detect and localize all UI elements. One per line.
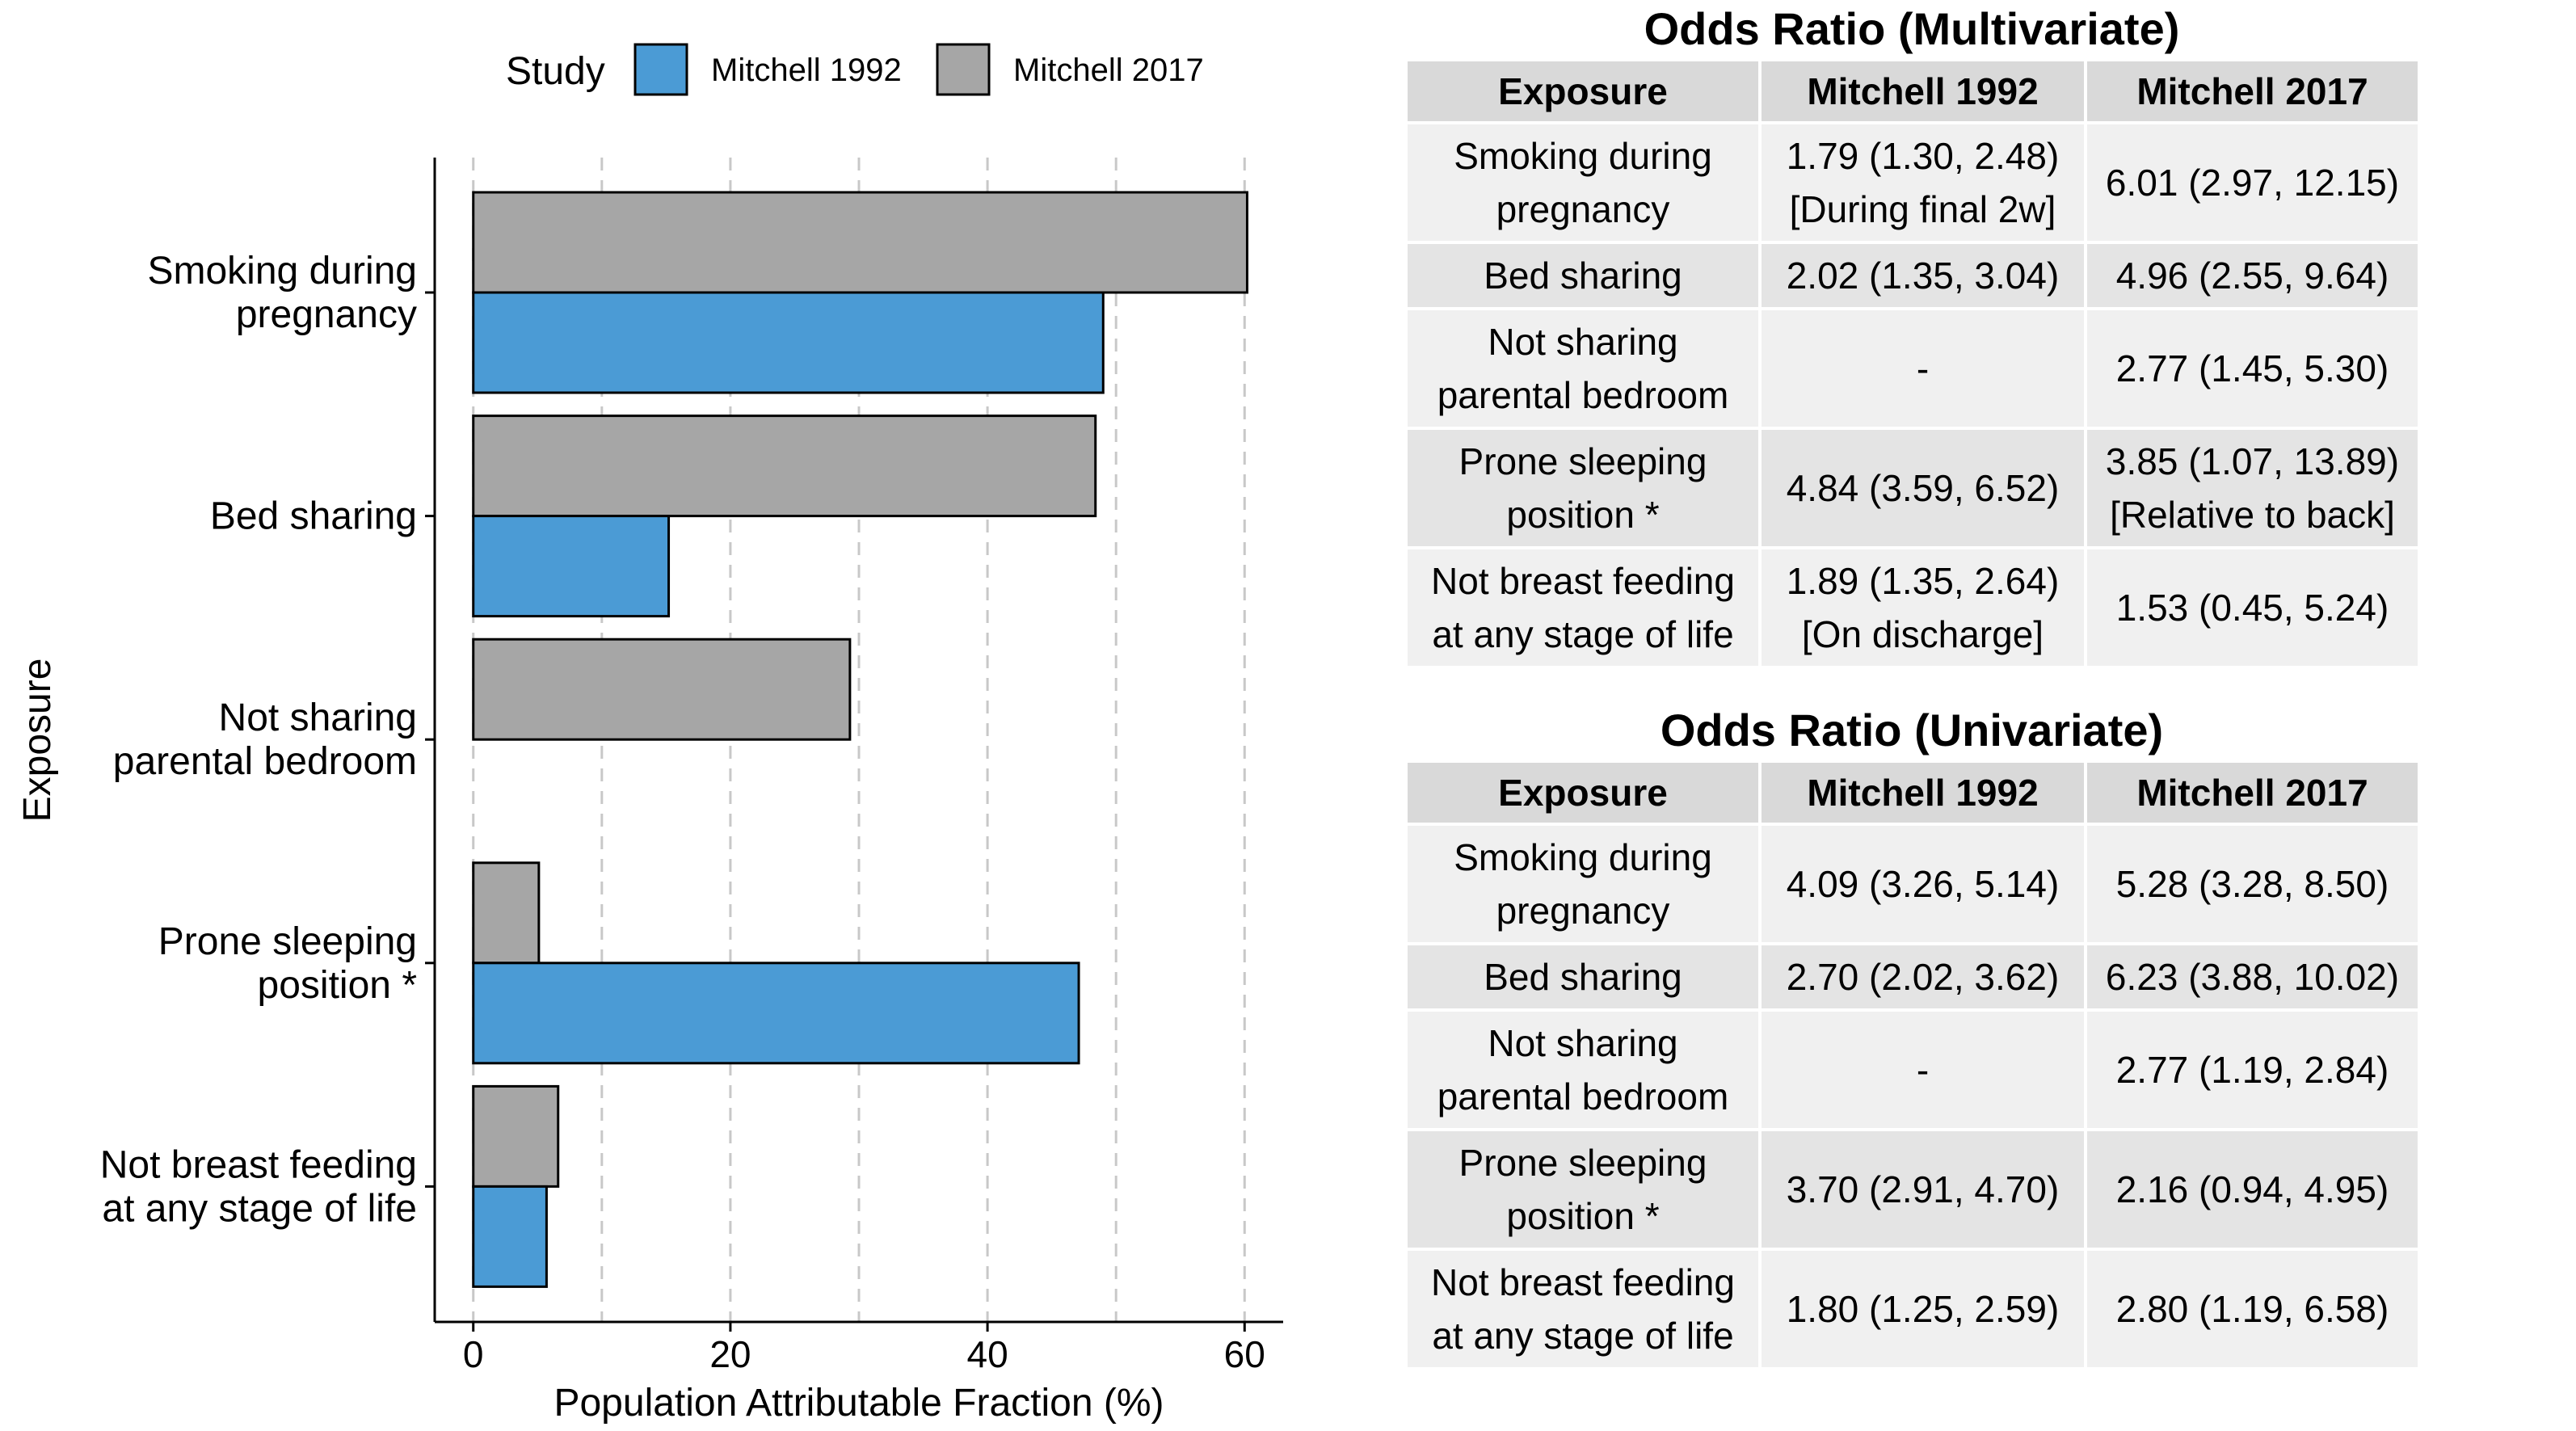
column-header: Mitchell 1992 [1762,61,2084,121]
table-row: Not sharing parental bedroom -2.77 (1.19, … [1408,1012,2418,1128]
odds-ratio-cell: 5.28 (3.28, 8.50) [2087,826,2418,942]
odds-ratio-cell: 2.70 (2.02, 3.62) [1762,945,2084,1008]
odds-ratio-cell: 4.84 (3.59, 6.52) [1762,430,2084,546]
bar [472,638,852,741]
odds-ratio-cell: 3.85 (1.07, 13.89) [Relative to back] [2087,430,2418,546]
univariate-table-title: Odds Ratio (Univariate) [1660,705,2164,755]
column-header: Exposure [1408,763,1758,823]
odds-ratio-cell: - [1762,1012,2084,1128]
x-axis-title: Population Attributable Fraction (%) [554,1382,1164,1425]
y-tick-label: Bed sharing [210,495,417,538]
exposure-cell: Bed sharing [1408,945,1758,1008]
table-row: Smoking during pregnancy 1.79 (1.30, 2.48)… [1408,124,2418,241]
multivariate-table: Exposure Mitchell 1992 Mitchell 2017 Smoki… [1404,58,2421,669]
odds-ratio-cell: 1.53 (0.45, 5.24) [2087,549,2418,666]
chart-legend: Study Mitchell 1992 Mitchell 2017 [506,43,1204,96]
exposure-cell: Not breast feeding at any stage of life [1408,1251,1758,1367]
bar [472,861,541,965]
bar [472,1185,548,1288]
exposure-cell: Smoking during pregnancy [1408,826,1758,942]
odds-ratio-cell: 2.16 (0.94, 4.95) [2087,1131,2418,1248]
odds-ratio-cell: 4.96 (2.55, 9.64) [2087,244,2418,307]
bar [472,515,671,618]
odds-ratio-cell: 3.70 (2.91, 4.70) [1762,1131,2084,1248]
multivariate-table-block: Odds Ratio (Multivariate) Exposure Mitche… [1404,0,2421,669]
legend-label: Mitchell 1992 [711,53,902,88]
column-header: Exposure [1408,61,1758,121]
table-row: Not breast feeding at any stage of life 1.… [1408,1251,2418,1367]
x-tick-label: 60 [1224,1333,1265,1375]
bar [472,191,1248,294]
exposure-cell: Smoking during pregnancy [1408,124,1758,241]
odds-ratio-cell: 6.01 (2.97, 12.15) [2087,124,2418,241]
exposure-cell: Prone sleeping position * [1408,1131,1758,1248]
table-row: Not breast feeding at any stage of life 1.… [1408,549,2418,666]
y-tick-label: Prone sleeping position * [158,920,417,1007]
bar [472,415,1097,518]
odds-ratio-cell: - [1762,310,2084,427]
multivariate-table-title: Odds Ratio (Multivariate) [1644,3,2180,54]
exposure-cell: Bed sharing [1408,244,1758,307]
odds-ratio-cell: 2.02 (1.35, 3.04) [1762,244,2084,307]
legend-key [936,43,991,96]
column-header: Mitchell 1992 [1762,763,2084,823]
x-tick-label: 40 [967,1333,1008,1375]
column-header: Mitchell 2017 [2087,61,2418,121]
univariate-table: Exposure Mitchell 1992 Mitchell 2017 Smoki… [1404,760,2421,1370]
odds-ratio-cell: 4.09 (3.26, 5.14) [1762,826,2084,942]
table-row: Bed sharing 2.70 (2.02, 3.62) 6.23 (3.88, … [1408,945,2418,1008]
x-tick-label: 0 [463,1333,484,1375]
exposure-cell: Prone sleeping position * [1408,430,1758,546]
axes [425,158,1283,1332]
axis-labels: 0 20 40 60 Smoking during pregnancy Bed sharin… [16,250,1265,1425]
legend-title: Study [506,50,605,93]
table-row: Prone sleeping position * 4.84 (3.59, 6.52… [1408,430,2418,546]
univariate-table-block: Odds Ratio (Univariate) Exposure Mitchell… [1404,701,2421,1370]
exposure-cell: Not sharing parental bedroom [1408,310,1758,427]
table-row: Not sharing parental bedroom -2.77 (1.45, … [1408,310,2418,427]
odds-ratio-cell: 1.79 (1.30, 2.48) [During final 2w] [1762,124,2084,241]
table-row: Smoking during pregnancy 4.09 (3.26, 5.14)… [1408,826,2418,942]
y-tick-label: Not sharing parental bedroom [113,697,417,783]
bar [472,1084,560,1188]
y-axis-title: Exposure [16,659,59,823]
odds-ratio-cell: 2.77 (1.19, 2.84) [2087,1012,2418,1128]
pafs-bar-chart: Study Mitchell 1992 Mitchell 2017 0 20 40 60 S… [16,43,1283,1425]
table-row: Bed sharing 2.02 (1.35, 3.04) 4.96 (2.55, … [1408,244,2418,307]
table-header-row: Exposure Mitchell 1992 Mitchell 2017 [1408,61,2418,121]
odds-ratio-cell: 6.23 (3.88, 10.02) [2087,945,2418,1008]
y-tick-label: Not breast feeding at any stage of life [100,1143,417,1230]
exposure-cell: Not sharing parental bedroom [1408,1012,1758,1128]
odds-ratio-cell: 1.89 (1.35, 2.64) [On discharge] [1762,549,2084,666]
column-header: Mitchell 2017 [2087,763,2418,823]
table-header-row: Exposure Mitchell 1992 Mitchell 2017 [1408,763,2418,823]
y-tick-label: Smoking during pregnancy [147,250,417,336]
legend-label: Mitchell 2017 [1013,53,1204,88]
bar [472,962,1080,1065]
table-row: Prone sleeping position * 3.70 (2.91, 4.70… [1408,1131,2418,1248]
odds-ratio-cell: 2.80 (1.19, 6.58) [2087,1251,2418,1367]
bars-group [472,191,1248,1288]
bar [472,291,1105,394]
odds-ratio-cell: 1.80 (1.25, 2.59) [1762,1251,2084,1367]
exposure-cell: Not breast feeding at any stage of life [1408,549,1758,666]
odds-ratio-cell: 2.77 (1.45, 5.30) [2087,310,2418,427]
x-tick-label: 20 [709,1333,751,1375]
legend-key [633,43,688,96]
